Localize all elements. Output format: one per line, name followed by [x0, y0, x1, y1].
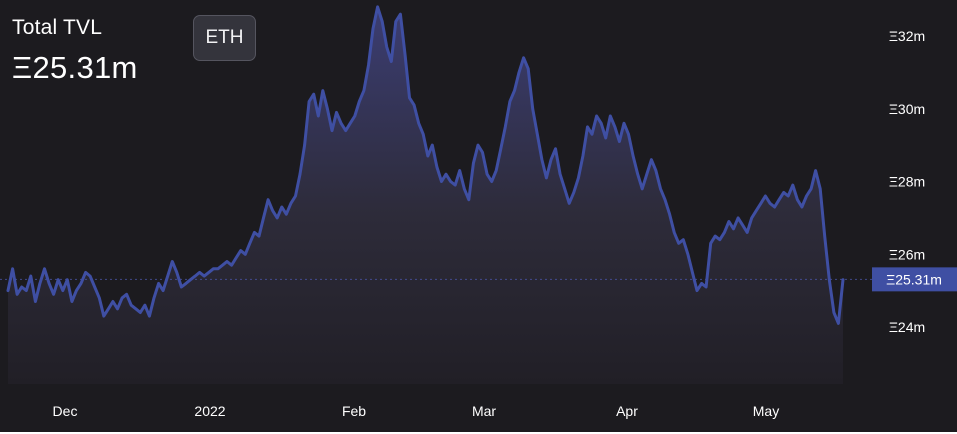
y-tick-label: Ξ30m — [889, 101, 925, 117]
currency-toggle-button[interactable]: ETH — [193, 15, 256, 61]
y-tick-label: Ξ28m — [889, 174, 925, 190]
tvl-series-line — [6, 5, 845, 325]
x-tick-label: Mar — [472, 403, 496, 419]
current-value-badge — [872, 267, 957, 292]
tvl-area-fill — [8, 6, 843, 385]
tvl-value: Ξ25.31m — [12, 50, 138, 85]
x-tick-label: Feb — [342, 403, 366, 419]
x-tick-label: May — [753, 403, 779, 419]
x-tick-label: 2022 — [194, 403, 225, 419]
y-tick-label: Ξ24m — [889, 319, 925, 335]
current-value-badge-label: Ξ25.31m — [886, 271, 942, 287]
x-tick-label: Apr — [616, 403, 638, 419]
chart-title: Total TVL — [12, 16, 103, 39]
y-tick-label: Ξ32m — [889, 28, 925, 44]
bottom-divider — [0, 432, 957, 434]
y-tick-label: Ξ26m — [889, 246, 925, 262]
x-tick-label: Dec — [53, 403, 78, 419]
